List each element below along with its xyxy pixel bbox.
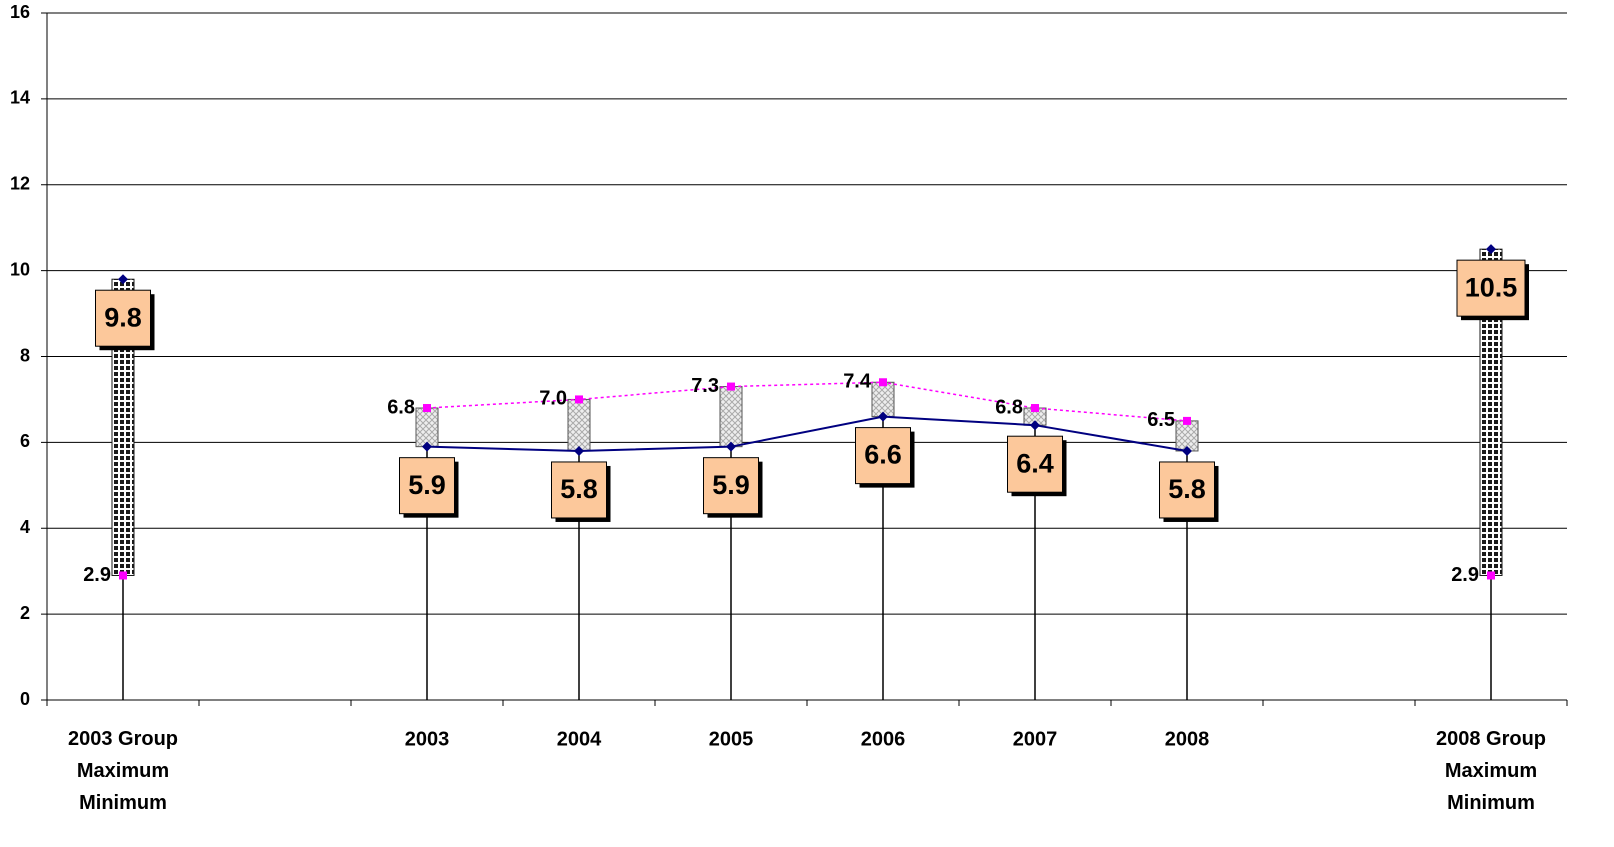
marker <box>575 395 583 404</box>
data-label: 10.5 <box>1465 272 1518 302</box>
x-tick-label: 2003 <box>405 728 450 750</box>
data-label: 5.9 <box>712 470 750 500</box>
x-tick-label: 2006 <box>861 728 906 750</box>
data-label: 7.0 <box>539 388 567 410</box>
y-tick-label: 2 <box>20 603 30 623</box>
data-label: 7.3 <box>691 375 719 397</box>
down-bar <box>415 407 439 448</box>
marker <box>1487 571 1495 580</box>
x-tick-label: 2008 <box>1165 728 1210 750</box>
marker <box>1031 404 1039 413</box>
y-tick-label: 6 <box>20 431 30 451</box>
down-bar <box>719 386 743 448</box>
marker <box>727 382 735 391</box>
data-label: 5.8 <box>560 474 598 504</box>
label-box <box>855 427 911 485</box>
down-bar <box>567 398 591 452</box>
y-tick-label: 16 <box>10 2 30 22</box>
label-box <box>551 461 607 519</box>
label-box <box>703 457 759 515</box>
marker <box>423 404 431 413</box>
label-box <box>1159 461 1215 519</box>
x-tick-label-line: Maximum <box>1445 760 1537 782</box>
y-tick-label: 0 <box>20 689 30 709</box>
x-tick-label-line: Minimum <box>79 792 167 814</box>
x-tick-label-line: Maximum <box>77 760 169 782</box>
data-label: 6.6 <box>864 440 902 470</box>
marker <box>1183 416 1191 425</box>
marker <box>878 411 888 422</box>
label-box <box>399 457 455 515</box>
marker <box>118 274 128 285</box>
y-tick-label: 4 <box>20 517 30 537</box>
marker <box>879 378 887 387</box>
x-tick-label-line: 2008 Group <box>1436 728 1546 750</box>
data-label: 2.9 <box>1451 564 1479 586</box>
x-tick-label: 2004 <box>557 728 602 750</box>
x-tick-label: 2008 Group Maximum Minimum <box>1436 728 1546 814</box>
y-tick-label: 12 <box>10 174 30 194</box>
x-tick-label: 2007 <box>1013 728 1058 750</box>
data-label: 6.8 <box>995 396 1023 418</box>
data-label: 6.8 <box>387 396 415 418</box>
y-tick-label: 8 <box>20 345 30 365</box>
down-bar <box>871 381 895 418</box>
series-line <box>426 415 1188 452</box>
y-tick-label: 10 <box>10 259 30 279</box>
data-label: 5.8 <box>1168 474 1206 504</box>
label-box <box>1007 435 1063 493</box>
data-label: 6.5 <box>1147 409 1175 431</box>
marker <box>422 441 432 452</box>
series-line <box>426 381 1188 422</box>
marker <box>574 445 584 456</box>
marker <box>1182 445 1192 456</box>
marker <box>726 441 736 452</box>
data-label: 6.4 <box>1016 448 1054 478</box>
x-tick-label-line: 2003 Group <box>68 728 178 750</box>
data-label: 9.8 <box>104 302 142 332</box>
marker <box>1486 244 1496 255</box>
data-label: 2.9 <box>83 564 111 586</box>
label-box <box>95 289 151 347</box>
data-label: 5.9 <box>408 470 446 500</box>
marker <box>1030 420 1040 431</box>
x-tick-label-line: Minimum <box>1447 792 1535 814</box>
data-label: 7.4 <box>843 371 872 393</box>
x-tick-label: 2005 <box>709 728 754 750</box>
label-box <box>1456 259 1526 317</box>
marker <box>119 571 127 580</box>
y-tick-label: 14 <box>10 88 30 108</box>
x-tick-label: 2003 Group Maximum Minimum <box>68 728 178 814</box>
